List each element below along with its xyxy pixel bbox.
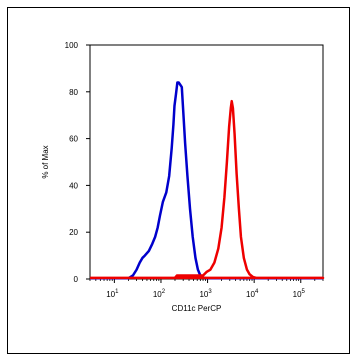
plot-area (89, 44, 324, 280)
y-tick: 40 (69, 181, 90, 190)
y-tick-label: 20 (69, 228, 78, 237)
x-tick: 101 (106, 279, 119, 299)
x-axis-label: CD11c PerCP (172, 304, 222, 313)
y-tick: 100 (65, 41, 90, 50)
y-tick: 80 (69, 88, 90, 97)
y-tick-label: 40 (69, 181, 78, 190)
y-axis-ticks: 0 20 40 60 80 100 (65, 41, 90, 284)
x-tick: 105 (293, 279, 306, 299)
axes (89, 44, 324, 280)
y-axis-label: % of Max (41, 145, 50, 178)
x-tick-label: 102 (153, 289, 166, 299)
x-tick: 103 (199, 279, 212, 299)
x-tick: 102 (153, 279, 166, 299)
y-tick-label: 80 (69, 88, 78, 97)
y-tick: 20 (69, 228, 90, 237)
y-tick-label: 0 (74, 275, 79, 284)
y-tick-label: 60 (69, 135, 78, 144)
y-tick: 60 (69, 135, 90, 144)
y-tick: 0 (74, 275, 90, 284)
x-tick: 104 (246, 279, 259, 299)
histogram-series-1 (90, 81, 323, 280)
x-tick-label: 105 (293, 289, 306, 299)
x-tick-label: 103 (199, 289, 212, 299)
x-tick-label: 101 (106, 289, 119, 299)
x-axis-ticks: 101 102 103 104 105 (89, 279, 324, 299)
y-tick-label: 100 (65, 41, 79, 50)
series-group (90, 81, 325, 280)
chart-frame (7, 7, 350, 354)
histogram-series-2 (90, 99, 325, 280)
x-tick-label: 104 (246, 289, 259, 299)
